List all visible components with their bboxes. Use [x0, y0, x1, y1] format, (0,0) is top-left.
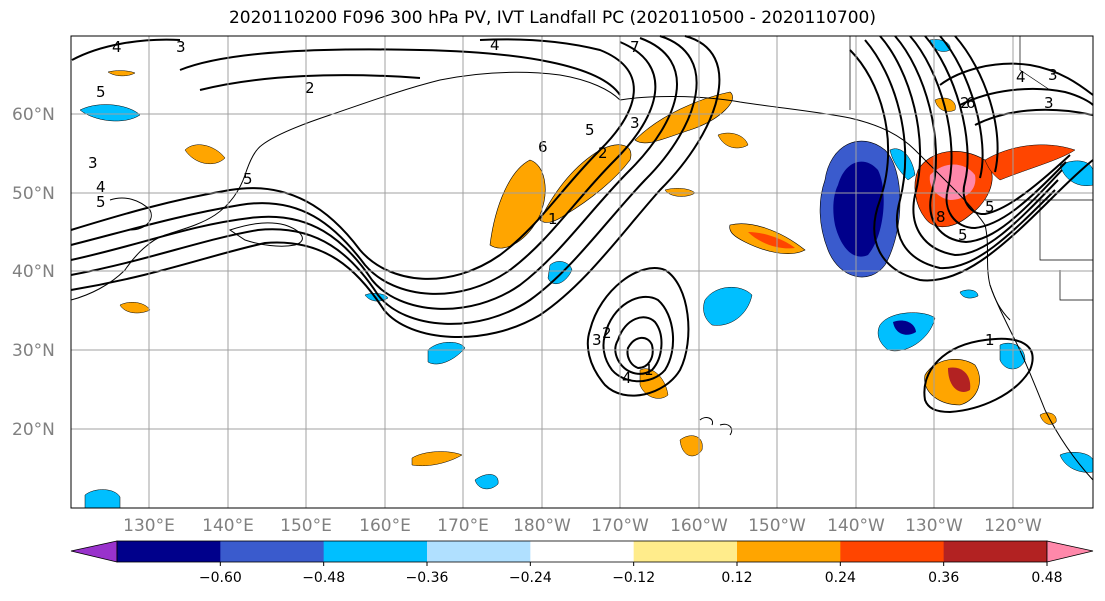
contour-label: 1	[548, 210, 558, 228]
contour-label: 5	[958, 226, 968, 244]
contour-label: 5	[985, 198, 995, 216]
contour-label: 3	[176, 38, 186, 56]
colorbar-ticks: −0.60 −0.48 −0.36 −0.24 −0.12 0.12 0.24 0.36 0.4…	[199, 562, 1063, 586]
contour-label: 6	[538, 138, 548, 156]
contour-label: 1	[644, 361, 654, 379]
gridlines	[71, 36, 1093, 508]
contour-label: 5	[96, 193, 106, 211]
colorbar-cell	[840, 541, 945, 562]
colorbar-tick-label: 0.12	[721, 570, 752, 586]
lon-label: 130°W	[905, 516, 963, 536]
colorbar-tick-label: −0.36	[406, 570, 449, 586]
lon-label: 160°W	[670, 516, 728, 536]
contour-label: 3	[1048, 66, 1058, 84]
contour-label: 3	[630, 114, 640, 132]
colorbar-extend-left	[70, 540, 118, 563]
lat-label: 60°N	[12, 105, 55, 125]
colorbar-tick-label: −0.48	[302, 570, 345, 586]
colorbar-cell	[943, 541, 1048, 562]
colorbar-cell	[633, 541, 738, 562]
colorbar-cell	[323, 541, 428, 562]
colorbar-cell	[117, 541, 221, 562]
contour-label: 4	[112, 38, 122, 56]
colorbar-tick-label: 0.24	[825, 570, 856, 586]
contour-label: 3	[592, 331, 602, 349]
lon-label: 150°E	[280, 516, 332, 536]
lon-label: 140°W	[827, 516, 885, 536]
contour-labels: 4 3 2 4 5 3 4 5 6 5 3 2 1 7 5 3 2 4 1 2 …	[88, 36, 1058, 387]
longitude-labels: 130°E 140°E 150°E 160°E 170°E 180°W 170°…	[123, 516, 1042, 536]
lon-label: 170°W	[591, 516, 649, 536]
latitude-labels: 60°N 50°N 40°N 30°N 20°N	[12, 105, 55, 440]
contour-label: 2	[602, 324, 612, 342]
contour-label: 5	[243, 170, 253, 188]
colorbar-tick-label: 0.36	[928, 570, 959, 586]
contour-label: 4	[622, 369, 632, 387]
colorbar-cell	[530, 541, 635, 562]
colorbar-cell	[737, 541, 841, 562]
contour-label: 8	[936, 208, 946, 226]
map-title: 2020110200 F096 300 hPa PV, IVT Landfall…	[228, 8, 876, 28]
colorbar-tick-label: −0.24	[509, 570, 552, 586]
pv-contours	[70, 35, 1094, 414]
contour-label: 1	[985, 331, 995, 349]
lon-label: 150°W	[748, 516, 806, 536]
lon-label: 140°E	[202, 516, 254, 536]
contour-label: 3	[1044, 94, 1054, 112]
colorbar: −0.60 −0.48 −0.36 −0.24 −0.12 0.12 0.24 0.36 0.4…	[70, 540, 1094, 586]
contour-label: 6	[966, 94, 976, 112]
colorbar-extend-right	[1046, 540, 1094, 563]
lat-label: 30°N	[12, 341, 55, 361]
contour-label: 3	[88, 154, 98, 172]
coastlines	[70, 71, 1094, 481]
contour-label: 4	[96, 178, 106, 196]
colorbar-cell	[220, 541, 325, 562]
lon-label: 180°W	[513, 516, 571, 536]
contour-label: 7	[630, 38, 640, 56]
contour-label: 4	[490, 36, 500, 54]
contour-label: 5	[96, 83, 106, 101]
borders	[849, 36, 1093, 301]
colorbar-cells	[116, 540, 1048, 563]
lat-label: 50°N	[12, 184, 55, 204]
lat-label: 20°N	[12, 420, 55, 440]
contour-label: 2	[598, 144, 608, 162]
contour-label: 2	[305, 79, 315, 97]
map-frame	[70, 35, 1094, 509]
lon-label: 130°E	[123, 516, 175, 536]
lon-label: 120°W	[984, 516, 1042, 536]
colorbar-cell	[427, 541, 531, 562]
lat-label: 40°N	[12, 262, 55, 282]
colorbar-tick-label: 0.48	[1031, 570, 1062, 586]
lon-label: 170°E	[437, 516, 489, 536]
contour-label: 4	[1016, 68, 1026, 86]
colorbar-tick-label: −0.60	[199, 570, 242, 586]
contour-label: 2	[960, 94, 970, 112]
lon-label: 160°E	[359, 516, 411, 536]
colorbar-tick-label: −0.12	[612, 570, 655, 586]
contour-label: 5	[585, 121, 595, 139]
